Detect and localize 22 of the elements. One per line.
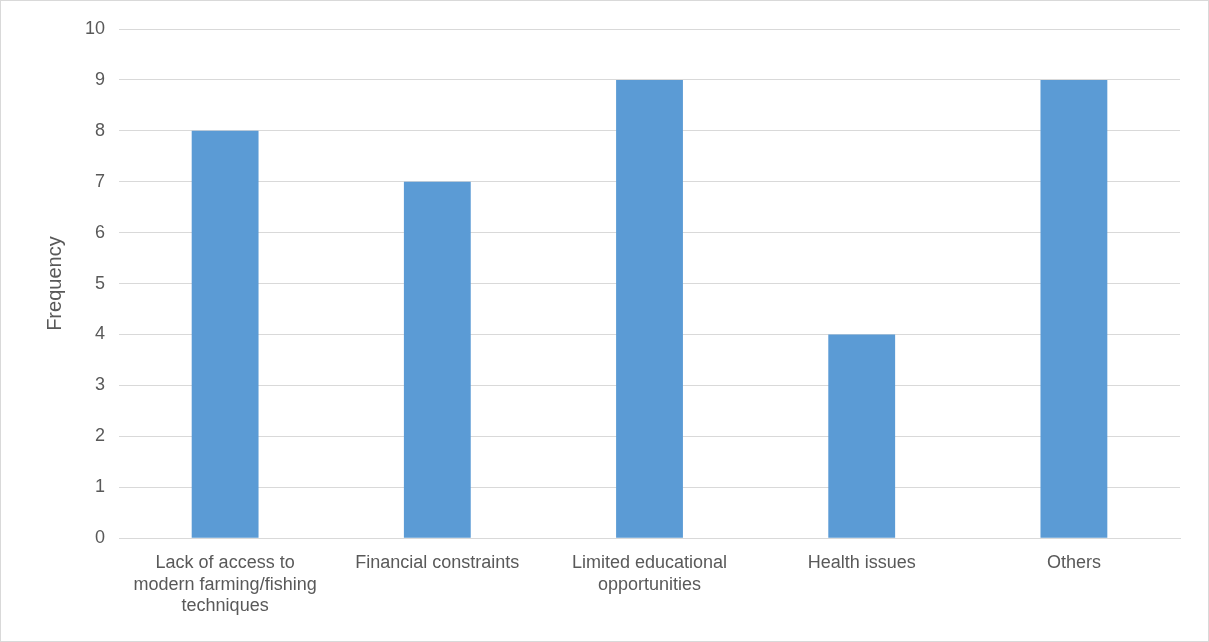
y-tick-label: 7 (95, 170, 106, 191)
y-tick-label: 3 (95, 374, 106, 395)
x-tick-label: Financial constraints (355, 551, 520, 572)
y-tick-label: 9 (95, 68, 106, 89)
bar (403, 181, 471, 538)
y-tick-label: 10 (84, 17, 106, 38)
x-tick-label: Limited educational opportunities (571, 551, 728, 594)
y-axis-title: Frequency (42, 236, 65, 331)
y-tick-label: 5 (95, 272, 106, 293)
x-tick-label: Others (1046, 551, 1101, 572)
y-tick-label: 4 (95, 323, 106, 344)
bar (828, 334, 896, 538)
y-tick-label: 8 (95, 119, 106, 140)
x-tick-label: Health issues (807, 551, 916, 572)
bar (1040, 79, 1108, 538)
y-tick-label: 6 (95, 221, 106, 242)
bar (616, 79, 683, 538)
y-tick-label: 2 (95, 425, 106, 446)
x-tick-label: Lack of access to modern farming/fishing techniques (133, 551, 317, 616)
y-tick-label: 1 (95, 476, 106, 497)
y-tick-label: 0 (95, 527, 106, 548)
bar (191, 130, 259, 538)
